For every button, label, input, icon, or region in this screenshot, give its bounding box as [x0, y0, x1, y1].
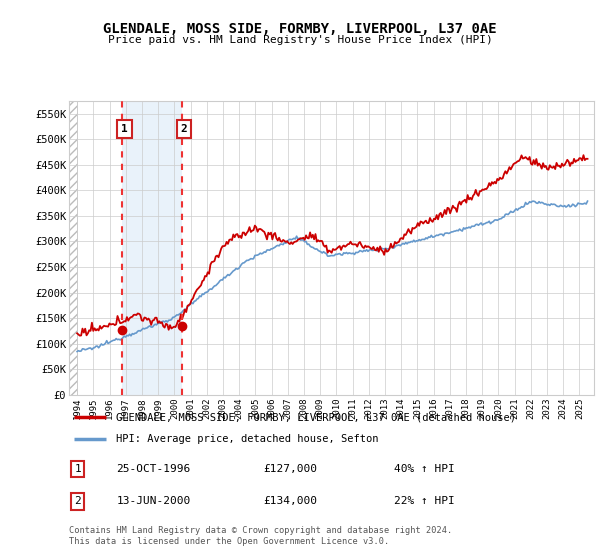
- Text: 2: 2: [74, 496, 81, 506]
- Text: 25-OCT-1996: 25-OCT-1996: [116, 464, 191, 474]
- Text: 1: 1: [74, 464, 81, 474]
- Text: £134,000: £134,000: [263, 496, 317, 506]
- Text: HPI: Average price, detached house, Sefton: HPI: Average price, detached house, Seft…: [116, 435, 379, 444]
- Text: 40% ↑ HPI: 40% ↑ HPI: [395, 464, 455, 474]
- Text: 1: 1: [121, 124, 128, 134]
- Text: £127,000: £127,000: [263, 464, 317, 474]
- Text: Price paid vs. HM Land Registry's House Price Index (HPI): Price paid vs. HM Land Registry's House …: [107, 35, 493, 45]
- Text: GLENDALE, MOSS SIDE, FORMBY, LIVERPOOL, L37 0AE (detached house): GLENDALE, MOSS SIDE, FORMBY, LIVERPOOL, …: [116, 412, 516, 422]
- Bar: [122, 101, 182, 395]
- Text: Contains HM Land Registry data © Crown copyright and database right 2024.
This d: Contains HM Land Registry data © Crown c…: [69, 526, 452, 546]
- Text: 22% ↑ HPI: 22% ↑ HPI: [395, 496, 455, 506]
- Text: 2: 2: [181, 124, 187, 134]
- Text: 13-JUN-2000: 13-JUN-2000: [116, 496, 191, 506]
- Text: GLENDALE, MOSS SIDE, FORMBY, LIVERPOOL, L37 0AE: GLENDALE, MOSS SIDE, FORMBY, LIVERPOOL, …: [103, 22, 497, 36]
